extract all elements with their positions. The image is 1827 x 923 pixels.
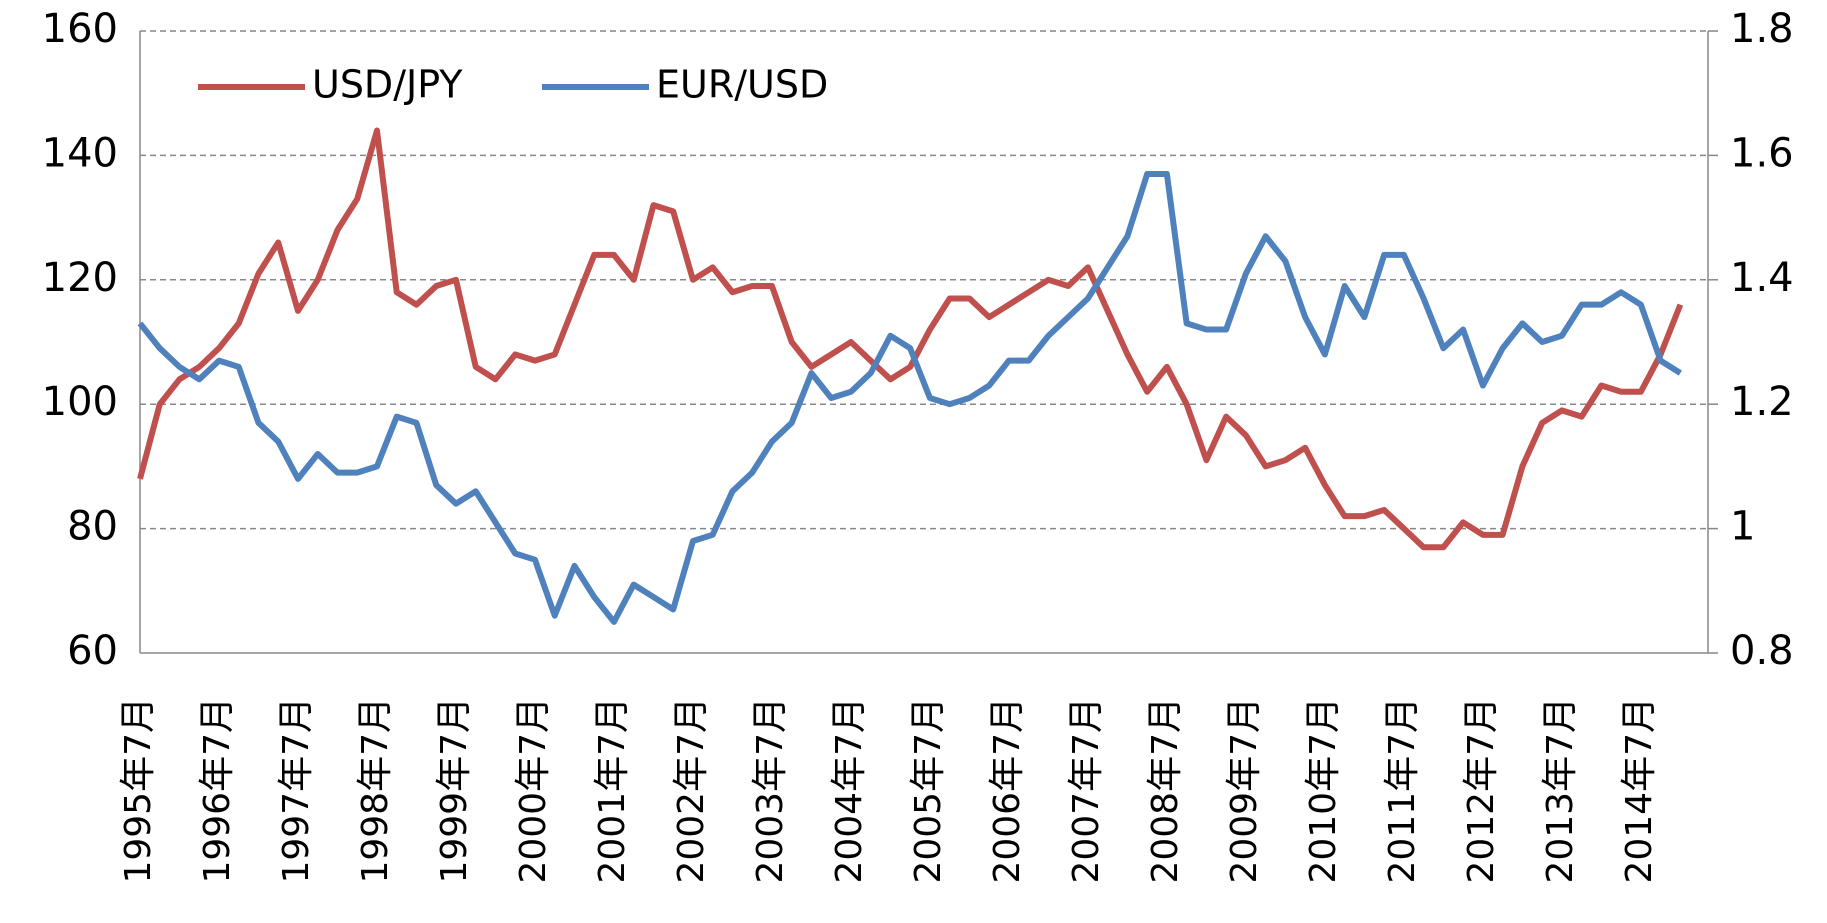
x-tick-label: 2014年7月 [1619, 697, 1660, 884]
x-tick-label: 2005年7月 [908, 697, 949, 884]
x-tick-label: 1997年7月 [276, 697, 317, 884]
x-tick-label: 2004年7月 [829, 697, 870, 884]
data-line [137, 171, 1682, 625]
legend-label: EUR/USD [656, 63, 828, 107]
x-tick-label: 2009年7月 [1224, 697, 1265, 884]
x-tick-label: 1996年7月 [197, 697, 238, 884]
x-tick-label: 1998年7月 [355, 697, 396, 884]
y2-tick-label: 1.8 [1730, 6, 1794, 52]
x-tick-label: 1999年7月 [434, 697, 475, 884]
y2-tick-label: 0.8 [1730, 628, 1794, 674]
x-tick-label: 2008年7月 [1145, 697, 1186, 884]
x-tick-label: 2007年7月 [1066, 697, 1107, 884]
x-tick-label: 2010年7月 [1303, 697, 1344, 884]
x-tick-label: 2001年7月 [592, 697, 633, 884]
y2-tick-label: 1.4 [1730, 255, 1794, 301]
x-tick-label: 2006年7月 [987, 697, 1028, 884]
y2-tick-label: 1 [1730, 504, 1755, 550]
x-tick-label: 2003年7月 [750, 697, 791, 884]
y-tick-label: 160 [42, 6, 118, 52]
y-tick-label: 60 [67, 628, 118, 674]
y-tick-label: 140 [42, 130, 118, 176]
y-tick-label: 100 [42, 379, 118, 425]
x-tick-label: 2011年7月 [1382, 697, 1423, 884]
x-tick-label: 2013年7月 [1540, 697, 1581, 884]
y2-tick-label: 1.2 [1730, 379, 1794, 425]
legend-label: USD/JPY [312, 63, 463, 107]
x-tick-label: 1995年7月 [118, 697, 159, 884]
x-tick-label: 2012年7月 [1461, 697, 1502, 884]
y-tick-label: 80 [67, 504, 118, 550]
y-tick-label: 120 [42, 255, 118, 301]
data-line [137, 127, 1684, 551]
y2-tick-label: 1.6 [1730, 130, 1794, 176]
x-tick-label: 2000年7月 [513, 697, 554, 884]
x-tick-label: 2002年7月 [671, 697, 712, 884]
